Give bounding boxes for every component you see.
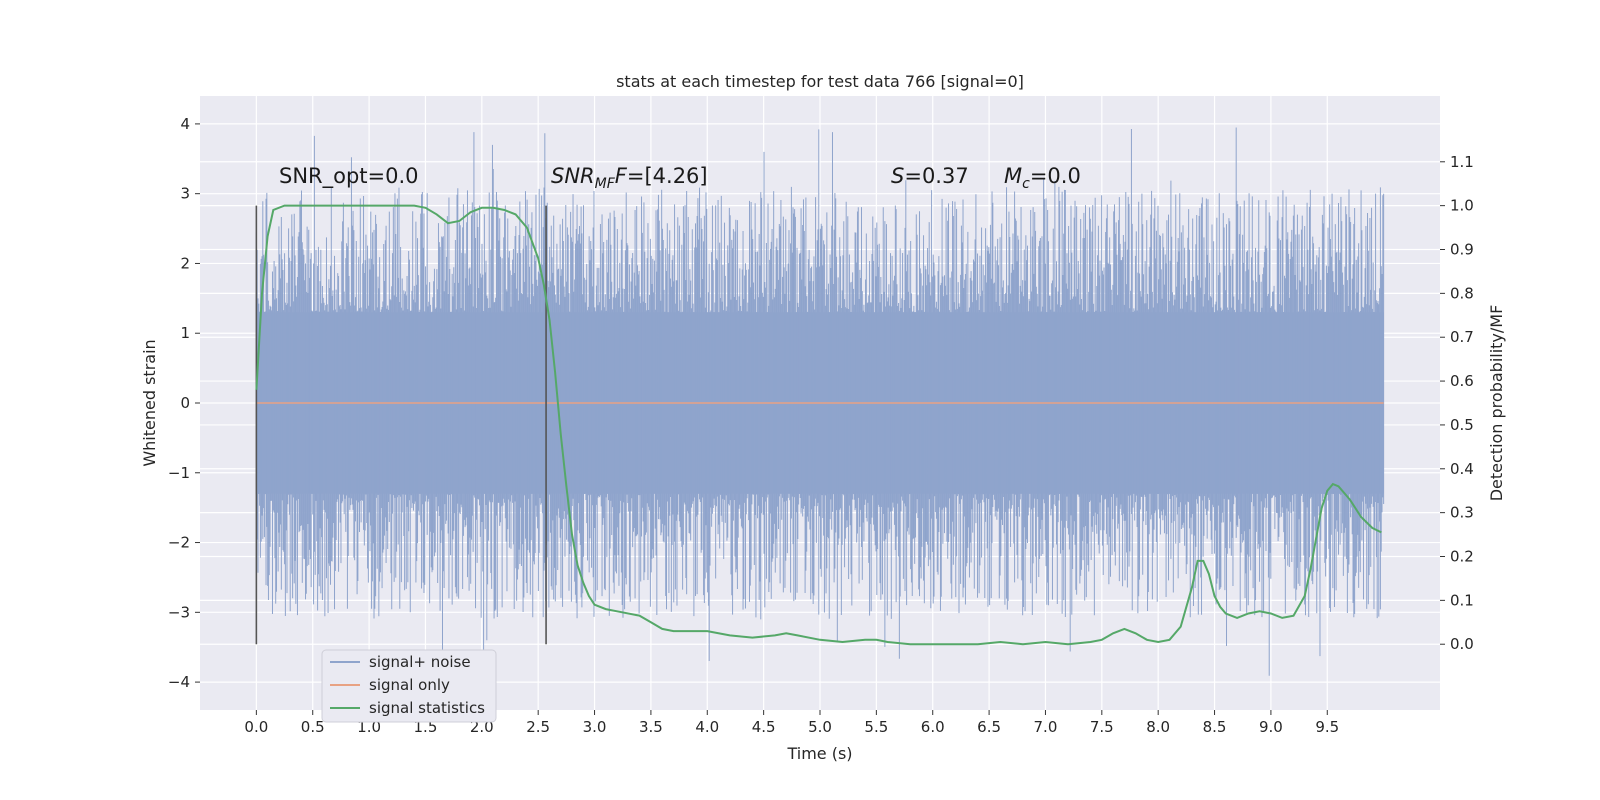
y-tick-label-0: −4 (168, 673, 190, 691)
annotation-snr-mf: SNRMFF=[4.26] (551, 164, 708, 192)
y2-tick-label-9: 0.9 (1450, 241, 1474, 259)
y-tick-label-6: 2 (180, 254, 190, 272)
y2-axis-label: Detection probability/MF (1487, 305, 1506, 502)
x-tick-label-19: 9.5 (1315, 718, 1339, 736)
signal-statistics-line (255, 204, 1382, 646)
chart-title: stats at each timestep for test data 766… (616, 72, 1024, 91)
y-tick-label-2: −2 (168, 534, 190, 552)
annotation-snr-mf-base: SNR (551, 164, 595, 188)
annotation-snr-mf-sub: MF (595, 176, 616, 192)
x-tick-label-11: 5.5 (864, 718, 888, 736)
noise-series (255, 127, 1385, 676)
x-tick-label-10: 5.0 (808, 718, 832, 736)
legend-label-noise: signal+ noise (369, 653, 471, 671)
y2-tick-label-3: 0.3 (1450, 504, 1474, 522)
annotation-s-base: S (891, 164, 904, 188)
y2-tick-label-7: 0.7 (1450, 328, 1474, 346)
y2-tick-label-6: 0.6 (1450, 372, 1474, 390)
annotation-mc-sub: c (1022, 176, 1030, 192)
y2-tick-label-2: 0.2 (1450, 548, 1474, 566)
annotation-mc-base: M (1004, 164, 1022, 188)
y2-tick-label-4: 0.4 (1450, 460, 1474, 478)
annotation-snr-mf-suffix: =[4.26] (627, 164, 708, 188)
y-axis-label: Whitened strain (140, 339, 159, 466)
x-axis-label: Time (s) (786, 744, 852, 763)
y-tick-label-3: −1 (168, 464, 190, 482)
y-tick-label-4: 0 (180, 394, 190, 412)
y2-ticks: 0.0 0.1 0.2 0.3 0.4 0.5 0.6 0.7 0.8 0.9 1.0 1.1 (1440, 153, 1474, 653)
y-tick-label-8: 4 (180, 115, 190, 133)
x-tick-label-5: 2.5 (526, 718, 550, 736)
x-tick-label-0: 0.0 (244, 718, 268, 736)
x-tick-label-16: 8.0 (1146, 718, 1170, 736)
y2-tick-label-5: 0.5 (1450, 416, 1474, 434)
x-tick-label-12: 6.0 (921, 718, 945, 736)
annotation-snr-opt: SNR_opt=0.0 (279, 164, 419, 189)
x-tick-label-9: 4.5 (752, 718, 776, 736)
x-tick-label-8: 4.0 (695, 718, 719, 736)
x-tick-label-1: 0.5 (301, 718, 325, 736)
legend-label-signal: signal only (369, 676, 450, 694)
legend-label-stat: signal statistics (369, 699, 485, 717)
legend-box (321, 649, 497, 723)
annotation-mc-suffix: =0.0 (1030, 164, 1081, 188)
y2-tick-label-0: 0.0 (1450, 635, 1474, 653)
x-tick-label-6: 3.0 (583, 718, 607, 736)
vertical-markers (255, 205, 547, 645)
x-tick-label-18: 9.0 (1259, 718, 1283, 736)
y-ticks: −4 −3 −2 −1 0 1 2 3 4 (168, 115, 200, 691)
annotation-mc-stat: Mc=0.0 (1004, 164, 1081, 192)
y2-tick-label-1: 0.1 (1450, 591, 1474, 609)
y-tick-label-7: 3 (180, 185, 190, 203)
legend: signal+ noise signal only signal statist… (321, 649, 497, 723)
x-tick-label-15: 7.5 (1090, 718, 1114, 736)
y-tick-label-1: −3 (168, 603, 190, 621)
y2-tick-label-11: 1.1 (1450, 153, 1474, 171)
annotation-s-stat: S=0.37 (891, 164, 969, 188)
y2-tick-label-10: 1.0 (1450, 197, 1474, 215)
x-tick-label-7: 3.5 (639, 718, 663, 736)
y2-tick-label-8: 0.8 (1450, 284, 1474, 302)
x-tick-label-17: 8.5 (1203, 718, 1227, 736)
y-tick-label-5: 1 (180, 324, 190, 342)
x-tick-label-14: 7.0 (1034, 718, 1058, 736)
annotation-snr-mf-f: F (615, 164, 628, 188)
annotation-s-suffix: =0.37 (904, 164, 968, 188)
x-tick-label-13: 6.5 (977, 718, 1001, 736)
